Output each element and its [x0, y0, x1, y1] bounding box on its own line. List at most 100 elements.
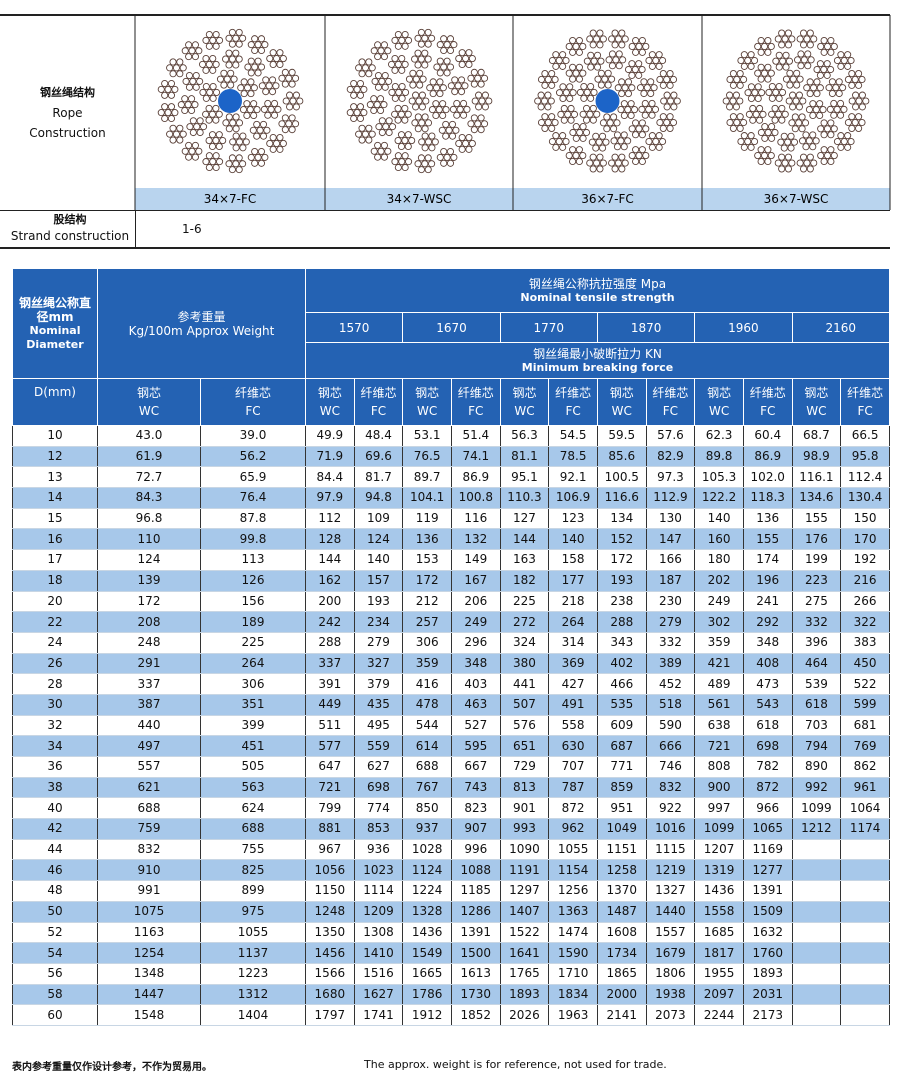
cell: 249 — [694, 591, 744, 613]
cell: 399 — [200, 715, 306, 737]
wire — [431, 138, 439, 146]
wire — [262, 76, 270, 84]
cell: 1154 — [548, 859, 598, 882]
wire — [772, 88, 780, 96]
wire — [569, 48, 577, 56]
wire — [191, 53, 199, 61]
wire — [641, 99, 649, 108]
wire — [191, 141, 199, 149]
wire — [409, 81, 417, 89]
cell: 279 — [353, 632, 404, 654]
wire — [764, 146, 772, 154]
wire — [279, 55, 287, 63]
row: 44 832 755 967 936 1028 996 1090 1055 1151 1115 120… — [12, 839, 890, 861]
wire — [415, 97, 423, 105]
wire — [223, 75, 231, 83]
cell: 279 — [645, 611, 696, 633]
cell: 2244 — [694, 1004, 744, 1026]
wire — [474, 74, 482, 82]
cell: 1558 — [694, 901, 744, 923]
wire — [655, 62, 663, 70]
cell: 99.8 — [200, 528, 306, 551]
wire — [398, 94, 406, 102]
cell: 967 — [305, 839, 355, 861]
wire — [624, 78, 633, 86]
wire — [432, 111, 440, 120]
cell: 193 — [596, 570, 647, 592]
wire — [778, 88, 787, 96]
wire — [796, 159, 804, 167]
wire — [579, 69, 587, 77]
wire — [544, 75, 552, 84]
fc-header: 纤维芯 FC — [353, 378, 404, 426]
cell: 440 — [97, 715, 201, 737]
wire — [799, 41, 808, 49]
wire — [768, 94, 776, 102]
grade: 1570 — [304, 312, 404, 343]
wire — [205, 104, 213, 112]
wire — [355, 64, 363, 72]
wire — [239, 132, 247, 140]
cell: 862 — [840, 756, 890, 778]
wire — [586, 35, 594, 43]
cell: 993 — [499, 818, 550, 840]
cell: 535 — [596, 694, 647, 716]
cell: 1016 — [645, 818, 696, 840]
wire — [583, 57, 591, 65]
wire — [417, 166, 425, 174]
wire — [593, 159, 601, 167]
wire — [412, 75, 420, 83]
wire — [253, 132, 261, 140]
cell — [840, 963, 890, 985]
wire — [161, 79, 169, 88]
cell: 441 — [499, 673, 550, 695]
wire — [548, 70, 556, 78]
wire — [414, 160, 422, 168]
wire — [356, 103, 365, 111]
wire — [761, 134, 769, 142]
wire — [817, 42, 825, 50]
cell: 1456 — [305, 942, 355, 964]
cell: 1852 — [450, 1004, 501, 1026]
wire — [608, 62, 616, 70]
wire — [361, 64, 369, 72]
wire — [642, 125, 650, 133]
wire — [446, 46, 455, 55]
cell: 1174 — [840, 818, 890, 840]
wire — [781, 35, 789, 43]
wire — [451, 88, 459, 96]
wire — [611, 41, 619, 49]
wire — [288, 80, 296, 88]
wire — [249, 126, 257, 134]
cell: 124 — [353, 528, 404, 551]
cn: 钢芯 — [512, 386, 537, 400]
wire — [733, 118, 741, 127]
cell: 81.7 — [353, 466, 404, 489]
cell: 43.0 — [97, 425, 201, 447]
cell: 1056 — [305, 859, 355, 882]
cell: 497 — [97, 735, 201, 757]
wire — [754, 42, 762, 50]
wire — [232, 125, 240, 133]
wire — [747, 83, 755, 91]
wire — [421, 132, 429, 140]
cell: 850 — [402, 797, 452, 820]
wire — [421, 61, 429, 69]
wire — [796, 75, 804, 83]
wire — [659, 70, 667, 78]
cell: 1613 — [450, 963, 501, 985]
wire — [409, 69, 417, 77]
wire — [288, 126, 296, 134]
wire — [847, 137, 855, 146]
cell — [840, 922, 890, 944]
wire — [610, 113, 618, 121]
wire — [414, 61, 422, 69]
wc-header: 钢芯 WC — [694, 378, 744, 426]
fc-header: 纤维芯 FC — [200, 378, 306, 426]
cell: 1912 — [402, 1004, 452, 1026]
en: Kg/100m Approx Weight — [128, 323, 275, 338]
wire — [202, 158, 210, 166]
wire — [589, 41, 597, 49]
row: 15 96.8 87.8 112 109 119 116 127 123 134 130 140 136… — [12, 508, 890, 530]
cell: 1312 — [200, 984, 306, 1006]
